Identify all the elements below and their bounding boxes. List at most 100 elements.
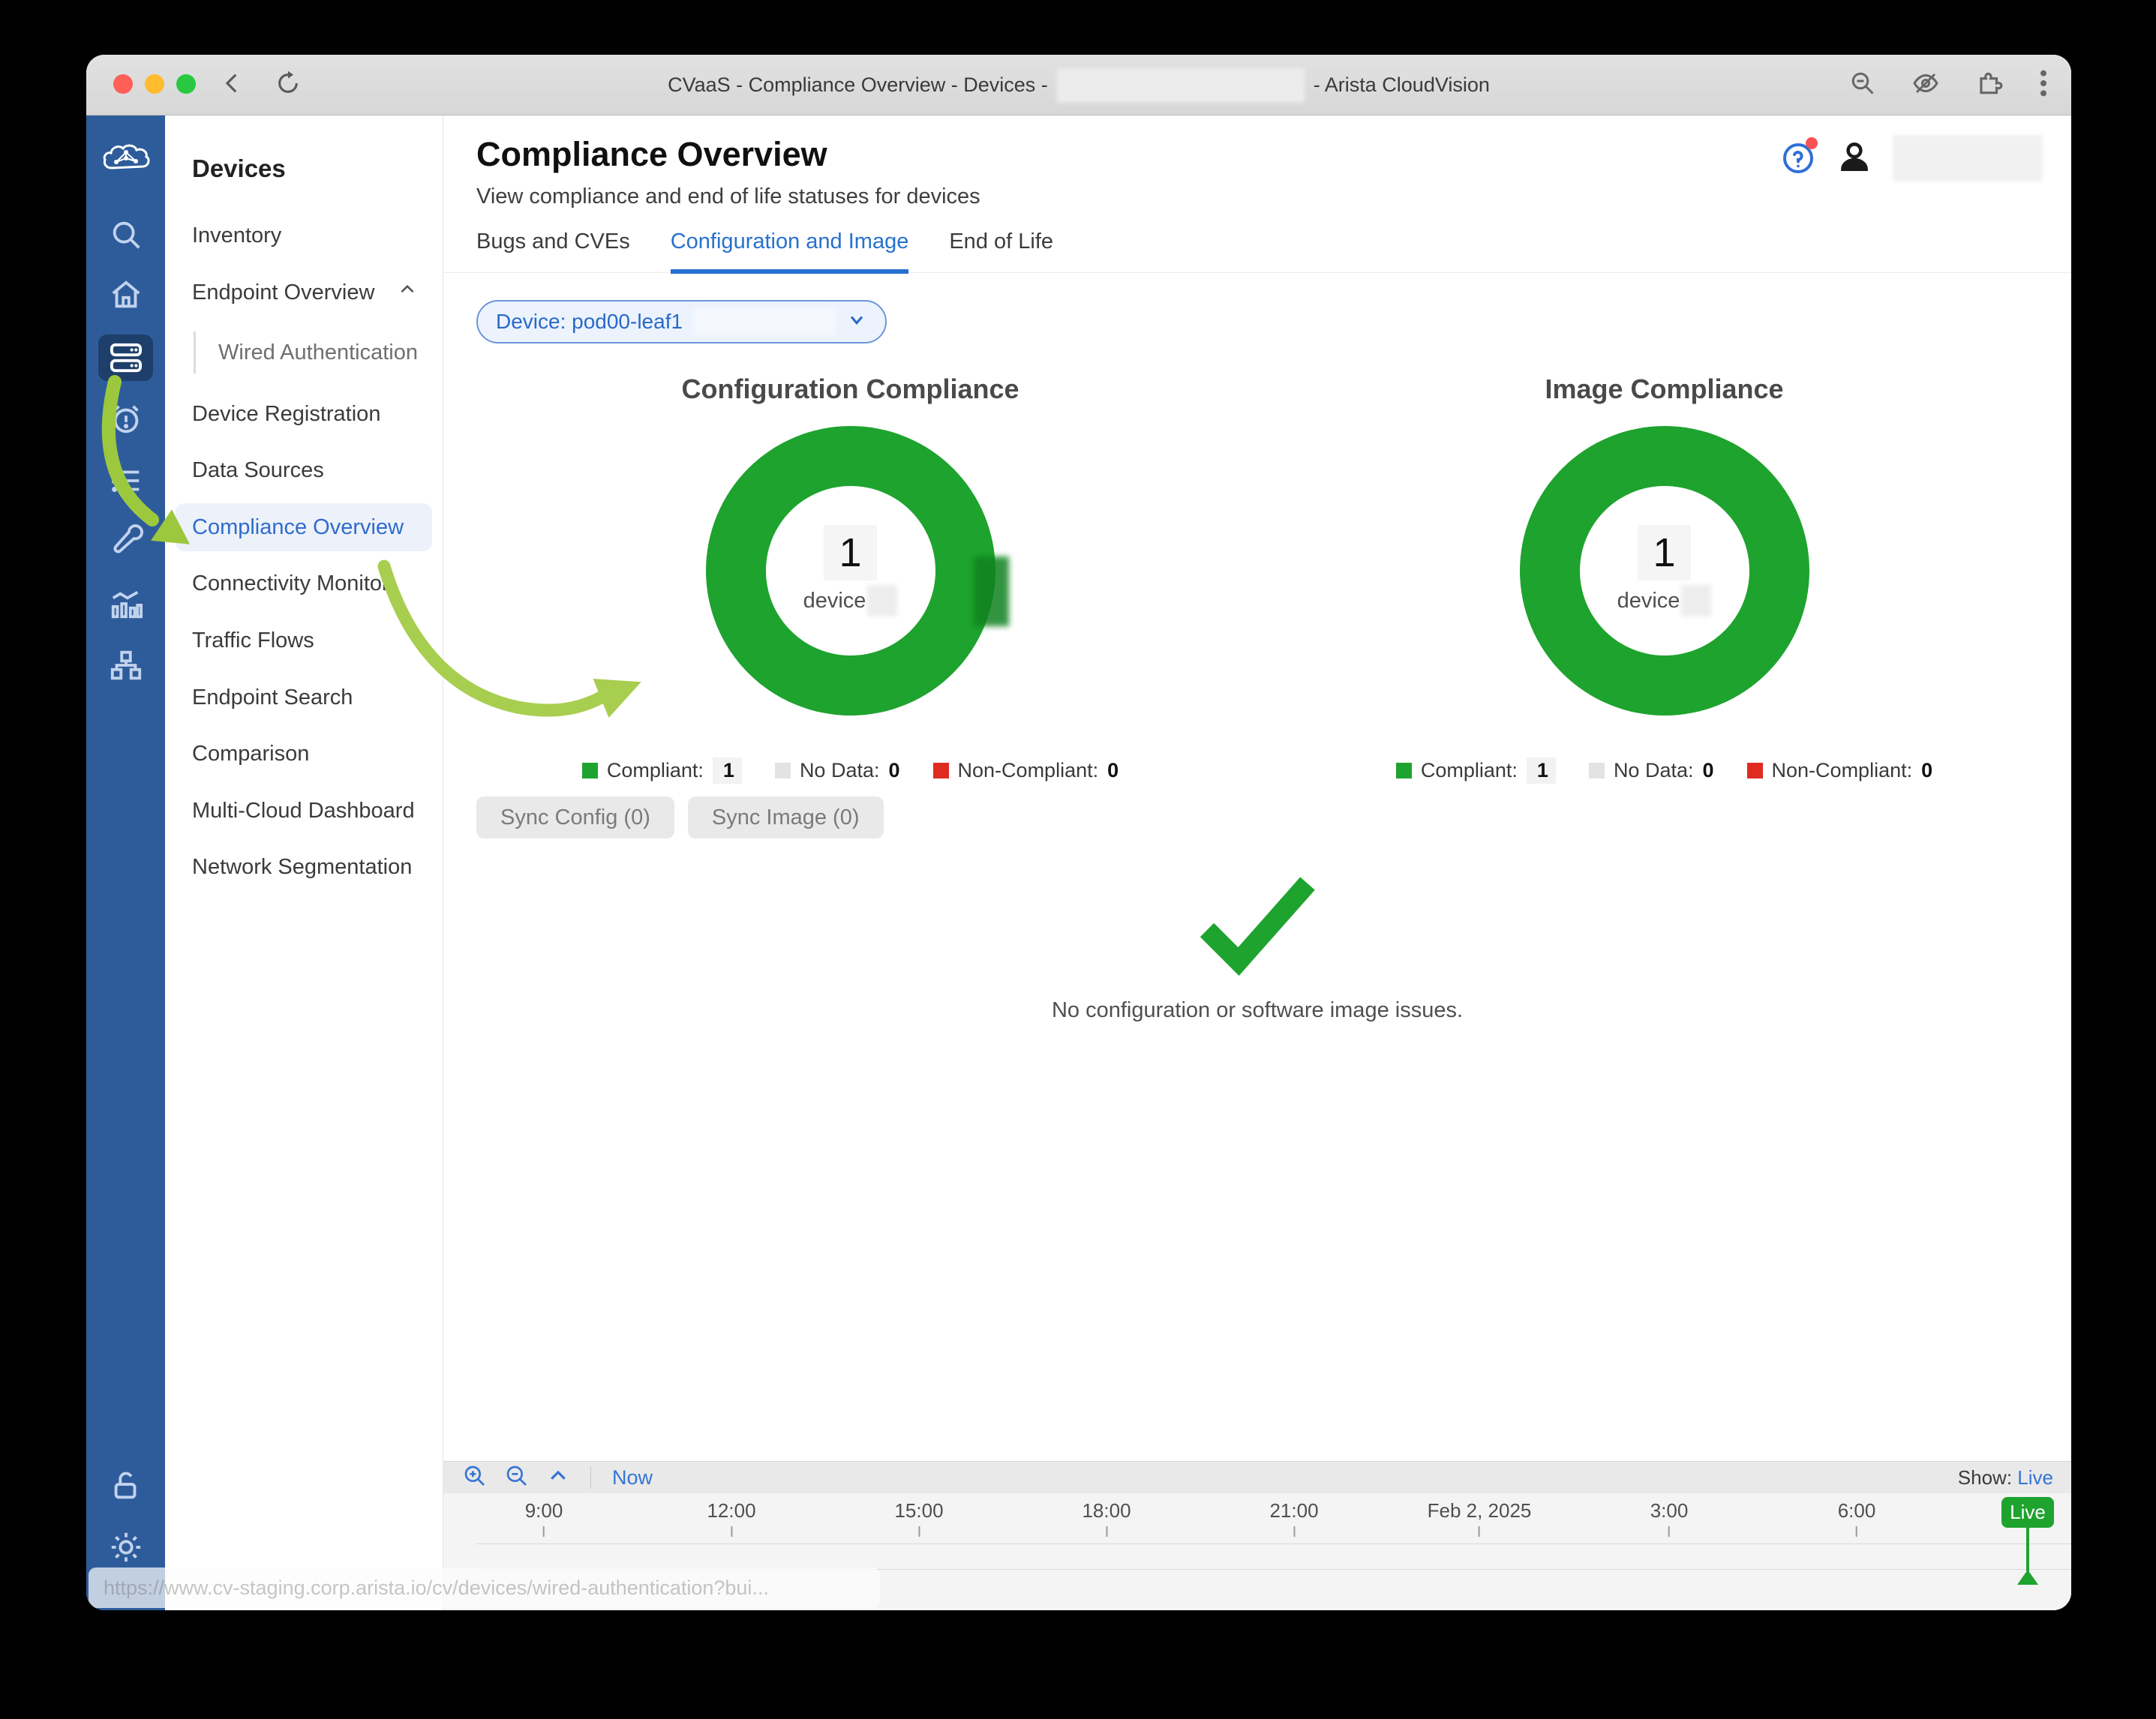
notification-dot bbox=[1806, 137, 1818, 149]
redacted-username bbox=[1893, 135, 2043, 182]
legend-item-compliant: Compliant: 1 bbox=[581, 758, 742, 784]
donut-center-value: 1 bbox=[1638, 525, 1691, 580]
tab-bugs-and-cves[interactable]: Bugs and CVEs bbox=[476, 230, 630, 254]
configuration-compliance-donut: 1 device bbox=[705, 426, 1009, 716]
settings-gear-icon[interactable] bbox=[86, 1530, 165, 1564]
chart-legend: Compliant: 1 No Data: 0 Non-Compliant: 0 bbox=[581, 758, 1119, 784]
tick-label: 15:00 bbox=[894, 1499, 943, 1537]
tools-wrench-icon[interactable] bbox=[86, 522, 165, 556]
now-button[interactable]: Now bbox=[612, 1466, 653, 1489]
tab-end-of-life[interactable]: End of Life bbox=[949, 230, 1053, 254]
help-icon[interactable] bbox=[1780, 137, 1818, 176]
menu-item-compliance-overview[interactable]: Compliance Overview bbox=[176, 503, 432, 551]
redacted-ring-label bbox=[973, 556, 1009, 626]
page-zoom-icon[interactable] bbox=[1849, 70, 1876, 100]
reload-icon[interactable] bbox=[275, 70, 301, 100]
redacted-suffix bbox=[867, 585, 898, 616]
timeline-track-line bbox=[476, 1569, 2071, 1570]
donut-center-label: device bbox=[1617, 585, 1712, 616]
zoom-out-icon[interactable] bbox=[505, 1464, 529, 1492]
devices-menu-panel: Devices Inventory Endpoint Overview Wire… bbox=[165, 116, 443, 1610]
metrics-chart-icon[interactable] bbox=[86, 586, 165, 621]
tab-configuration-and-image[interactable]: Configuration and Image bbox=[670, 230, 908, 274]
image-compliance-chart: Image Compliance 1 device Compliant: 1 No… bbox=[1257, 374, 2071, 784]
menu-item-traffic-flows[interactable]: Traffic Flows bbox=[192, 628, 314, 652]
close-window-button[interactable] bbox=[113, 74, 133, 94]
window-title: CVaaS - Compliance Overview - Devices - … bbox=[86, 55, 2071, 116]
non-compliant-swatch bbox=[1746, 763, 1763, 778]
minimize-window-button[interactable] bbox=[145, 74, 164, 94]
menu-item-endpoint-overview[interactable]: Endpoint Overview bbox=[165, 268, 443, 316]
eye-hidden-icon[interactable] bbox=[1911, 70, 1941, 100]
no-data-swatch bbox=[1588, 763, 1605, 778]
menu-item-inventory[interactable]: Inventory bbox=[192, 223, 282, 248]
menu-item-comparison[interactable]: Comparison bbox=[192, 741, 310, 766]
live-marker-arrow bbox=[2017, 1570, 2038, 1585]
device-filter-dropdown[interactable]: Device: pod00-leaf1 bbox=[476, 300, 887, 344]
menu-item-wired-authentication[interactable]: Wired Authentication bbox=[165, 328, 443, 376]
legend-item-non-compliant: Non-Compliant: 0 bbox=[1746, 759, 1932, 782]
menu-item-device-registration[interactable]: Device Registration bbox=[192, 401, 381, 426]
chevron-down-icon bbox=[846, 309, 867, 335]
tick-label: 3:00 bbox=[1650, 1499, 1689, 1537]
live-marker-badge[interactable]: Live bbox=[2001, 1497, 2054, 1528]
tick-label: 21:00 bbox=[1269, 1499, 1318, 1537]
collapse-chevron-icon[interactable] bbox=[547, 1465, 569, 1491]
browser-titlebar: CVaaS - Compliance Overview - Devices - … bbox=[86, 55, 2071, 116]
image-compliance-donut: 1 device bbox=[1519, 426, 1809, 716]
tick-label: 18:00 bbox=[1082, 1499, 1131, 1537]
page-title: Compliance Overview bbox=[476, 135, 827, 173]
menu-item-connectivity-monitor[interactable]: Connectivity Monitor bbox=[192, 571, 389, 596]
kebab-menu-icon[interactable] bbox=[2038, 68, 2049, 102]
show-live-link[interactable]: Live bbox=[2017, 1466, 2053, 1489]
tick-label: 6:00 bbox=[1838, 1499, 1876, 1537]
timeline-toolbar: Now Show: Live bbox=[443, 1461, 2071, 1493]
donut-center-value: 1 bbox=[824, 525, 877, 580]
events-alarm-icon[interactable] bbox=[86, 402, 165, 436]
topology-icon[interactable] bbox=[86, 648, 165, 682]
menu-item-network-segmentation[interactable]: Network Segmentation bbox=[192, 854, 413, 879]
show-mode: Show: Live bbox=[1957, 1466, 2053, 1489]
legend-item-no-data: No Data: 0 bbox=[1588, 759, 1714, 782]
main-content: Compliance Overview View compliance and … bbox=[443, 116, 2071, 1610]
extensions-puzzle-icon[interactable] bbox=[1975, 69, 2004, 101]
compliant-swatch bbox=[581, 763, 598, 778]
search-icon[interactable] bbox=[86, 218, 165, 252]
chevron-up-icon bbox=[398, 280, 417, 305]
check-icon bbox=[1194, 872, 1321, 980]
statusbar-url-tooltip: https://www.cv-staging.corp.arista.io/cv… bbox=[89, 1568, 880, 1608]
compliant-swatch bbox=[1395, 763, 1412, 778]
menu-item-multi-cloud-dashboard[interactable]: Multi-Cloud Dashboard bbox=[192, 798, 415, 823]
tab-bar: Bugs and CVEs Configuration and Image En… bbox=[443, 230, 2071, 274]
tick-label: Feb 2, 2025 bbox=[1428, 1499, 1532, 1537]
browser-window: CVaaS - Compliance Overview - Devices - … bbox=[86, 55, 2071, 1610]
menu-item-data-sources[interactable]: Data Sources bbox=[192, 458, 324, 482]
non-compliant-swatch bbox=[932, 763, 949, 778]
configuration-compliance-chart: Configuration Compliance 1 device Compli… bbox=[443, 374, 1257, 784]
chart-title: Configuration Compliance bbox=[681, 374, 1019, 404]
tick-label: 9:00 bbox=[525, 1499, 563, 1537]
sidebar-item-devices[interactable] bbox=[98, 334, 153, 381]
chart-legend: Compliant: 1 No Data: 0 Non-Compliant: 0 bbox=[1395, 758, 1932, 784]
home-icon[interactable] bbox=[86, 278, 165, 312]
no-data-swatch bbox=[774, 763, 791, 778]
back-icon[interactable] bbox=[220, 70, 245, 100]
legend-item-compliant: Compliant: 1 bbox=[1395, 758, 1556, 784]
sidebar-rail bbox=[86, 116, 165, 1610]
no-issues-message: No configuration or software image issue… bbox=[1051, 998, 1464, 1022]
legend-item-non-compliant: Non-Compliant: 0 bbox=[932, 759, 1119, 782]
provisioning-list-icon[interactable] bbox=[86, 464, 165, 498]
compliance-charts: Configuration Compliance 1 device Compli… bbox=[443, 374, 2071, 784]
zoom-in-icon[interactable] bbox=[463, 1464, 487, 1492]
sync-image-button[interactable]: Sync Image (0) bbox=[687, 796, 884, 838]
tick-label: 12:00 bbox=[707, 1499, 755, 1537]
live-marker-line bbox=[2026, 1528, 2029, 1571]
menu-item-endpoint-search[interactable]: Endpoint Search bbox=[192, 685, 353, 710]
donut-center-label: device bbox=[803, 585, 898, 616]
sync-config-button[interactable]: Sync Config (0) bbox=[476, 796, 674, 838]
redacted-suffix bbox=[1681, 585, 1712, 616]
no-issues-block: No configuration or software image issue… bbox=[443, 872, 2071, 1023]
maximize-window-button[interactable] bbox=[176, 74, 196, 94]
unlock-icon[interactable] bbox=[86, 1468, 165, 1503]
user-icon[interactable] bbox=[1836, 138, 1873, 179]
